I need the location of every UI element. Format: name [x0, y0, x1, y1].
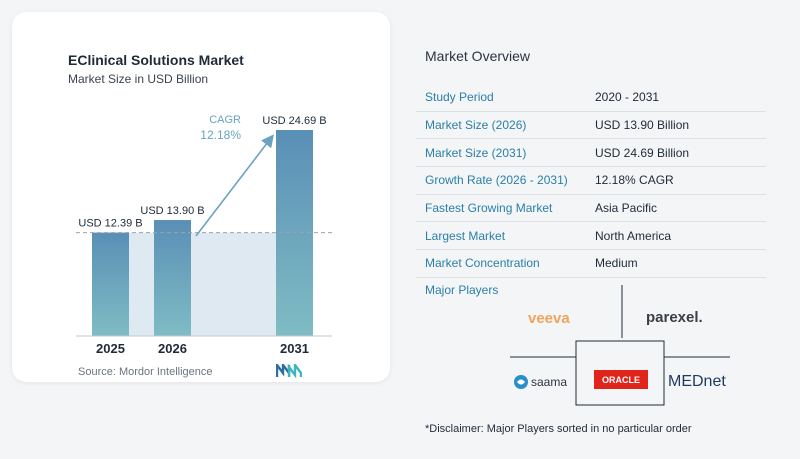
x-tick-label-2025: 2025 — [96, 341, 125, 356]
major-players-grid: veeva parexel. saama ORACLE MEDnet — [510, 285, 730, 406]
overview-row-label: Market Size (2026) — [425, 118, 527, 133]
saama-logo: saama — [514, 375, 567, 389]
overview-row-label: Largest Market — [425, 228, 506, 243]
overview-row: Market Size (2026) USD 13.90 Billion — [416, 112, 766, 140]
overview-table: Study Period 2020 - 2031 Market Size (2026… — [416, 84, 766, 278]
veeva-logo: veeva — [528, 310, 570, 327]
overview-row: Largest Market North America — [416, 222, 766, 251]
mednet-logo: MEDnet — [668, 373, 726, 390]
oracle-logo: ORACLE — [594, 370, 648, 389]
overview-row-label: Growth Rate (2026 - 2031) — [425, 173, 568, 188]
cagr-label: CAGR — [209, 114, 241, 126]
overview-row: Growth Rate (2026 - 2031) 12.18% CAGR — [416, 167, 766, 195]
overview-row-value: North America — [595, 228, 672, 243]
cagr-arrow — [195, 134, 274, 237]
overview-row-label: Market Size (2031) — [425, 145, 527, 160]
overview-row: Fastest Growing Market Asia Pacific — [416, 195, 766, 223]
overview-row-value: USD 13.90 Billion — [595, 118, 690, 133]
mednet-logo-text: MEDnet — [668, 373, 726, 390]
oracle-logo-text: ORACLE — [602, 375, 640, 385]
overview-title: Market Overview — [425, 48, 531, 64]
overview-row-label: Fastest Growing Market — [425, 201, 553, 216]
bar-2025 — [92, 232, 129, 336]
overview-row: Study Period 2020 - 2031 — [416, 84, 766, 112]
overview-row-label: Market Concentration — [425, 256, 540, 271]
grid-box — [575, 340, 665, 406]
data-label-2025: USD 12.39 B — [78, 218, 142, 230]
source-text: Source: Mordor Intelligence — [78, 366, 213, 378]
x-tick-label-2026: 2026 — [158, 341, 187, 356]
chart-subtitle: Market Size in USD Billion — [68, 72, 209, 86]
overview-row-value: Asia Pacific — [595, 201, 658, 216]
overview-row-label: Study Period — [425, 90, 494, 105]
overview-row-value: 2020 - 2031 — [595, 90, 660, 105]
overview-row-value: Medium — [595, 256, 638, 271]
veeva-logo-text: veeva — [528, 310, 570, 327]
overview-row: Market Concentration Medium — [416, 250, 766, 278]
x-tick-label-2031: 2031 — [280, 341, 309, 356]
cagr-value: 12.18% — [200, 128, 241, 142]
major-players-title: Major Players — [425, 283, 499, 297]
disclaimer: *Disclaimer: Major Players sorted in no … — [425, 423, 692, 435]
mordor-logo-icon — [276, 364, 302, 378]
overview-row: Market Size (2031) USD 24.69 Billion — [416, 139, 766, 168]
saama-logo-text: saama — [531, 375, 567, 389]
data-label-2026: USD 13.90 B — [140, 205, 204, 217]
chart-title: EClinical Solutions Market — [68, 52, 244, 68]
bar-2026 — [154, 220, 191, 336]
market-size-chart: USD 12.39 B 2025 USD 13.90 B 2026 USD 24.69 … — [76, 114, 332, 356]
parexel-logo: parexel. — [646, 309, 703, 326]
data-label-2031: USD 24.69 B — [262, 115, 326, 127]
overview-row-value: 12.18% CAGR — [595, 173, 674, 188]
parexel-logo-text: parexel. — [646, 309, 703, 326]
overview-row-value: USD 24.69 Billion — [595, 145, 690, 160]
